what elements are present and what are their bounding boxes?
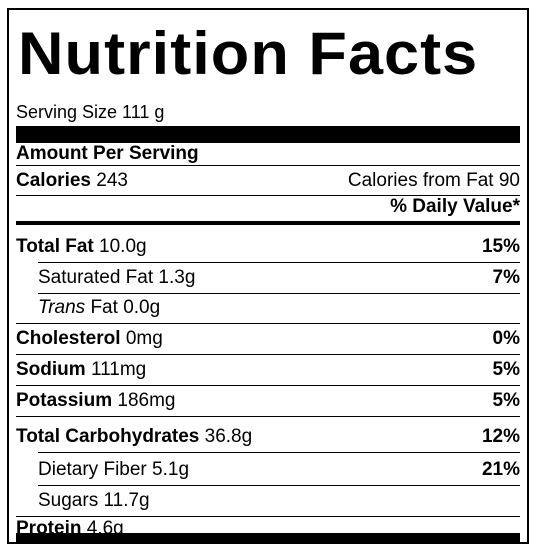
calories-value: 243: [96, 170, 128, 191]
thick-divider-bottom: [16, 533, 520, 542]
thick-divider: [16, 126, 520, 143]
nutrient-amount: 10.0g: [99, 236, 147, 257]
calories-from-fat: Calories from Fat 90: [347, 170, 520, 191]
nutrient-amount: 111mg: [90, 359, 147, 380]
nutrient-name: Sodium: [16, 359, 86, 380]
nutrient-row-sodium: Sodium 111mg 5%: [16, 359, 520, 381]
nutrition-facts-label: Nutrition Facts Serving Size 111 g Amoun…: [7, 8, 529, 544]
daily-value-header: % Daily Value*: [390, 196, 520, 217]
serving-size: Serving Size 111 g: [16, 102, 165, 122]
nutrient-amount: 11.7g: [103, 490, 150, 511]
calories-row: Calories 243 Calories from Fat 90: [16, 170, 520, 192]
nutrient-name: Fat: [90, 297, 118, 318]
nutrient-name: Cholesterol: [16, 328, 121, 349]
nutrient-daily-value: 5%: [492, 390, 520, 411]
divider: [16, 165, 520, 166]
divider: [38, 262, 520, 263]
nutrient-daily-value: 7%: [492, 267, 520, 288]
nutrient-row-potassium: Potassium 186mg 5%: [16, 390, 520, 412]
divider: [16, 195, 520, 196]
nutrient-row-dietary-fiber: Dietary Fiber 5.1g 21%: [16, 459, 520, 481]
divider: [38, 452, 520, 453]
divider: [38, 485, 520, 486]
label-content: Nutrition Facts Serving Size 111 g Amoun…: [16, 10, 520, 542]
divider: [16, 416, 520, 417]
nutrient-row-total-carbohydrates: Total Carbohydrates 36.8g 12%: [16, 426, 520, 448]
nutrient-name-italic: Trans: [38, 297, 86, 318]
label-title: Nutrition Facts: [18, 20, 479, 87]
nutrient-daily-value: 0%: [492, 328, 520, 349]
nutrient-amount: 1.3g: [158, 267, 196, 288]
nutrient-name: Saturated Fat: [38, 267, 154, 288]
nutrient-daily-value: 15%: [481, 236, 520, 257]
nutrient-row-saturated-fat: Saturated Fat 1.3g 7%: [16, 267, 520, 289]
nutrient-name: Dietary Fiber: [38, 459, 147, 480]
nutrient-amount: 0.0g: [123, 297, 161, 318]
nutrient-name: Total Fat: [16, 236, 94, 257]
nutrient-name: Sugars: [38, 490, 99, 511]
divider: [16, 385, 520, 386]
divider: [16, 516, 520, 517]
nutrient-daily-value: 21%: [481, 459, 520, 480]
nutrient-daily-value: 5%: [492, 359, 520, 380]
medium-divider: [16, 221, 520, 225]
nutrient-row-sugars: Sugars 11.7g: [16, 490, 520, 512]
amount-per-serving-row: Amount Per Serving: [16, 144, 520, 164]
nutrient-row-trans-fat: Trans Fat 0.0g: [16, 297, 520, 319]
nutrient-row-total-fat: Total Fat 10.0g 15%: [16, 236, 520, 258]
daily-value-header-row: % Daily Value*: [16, 197, 520, 217]
divider: [16, 323, 520, 324]
nutrient-amount: 0mg: [125, 328, 163, 349]
divider: [38, 293, 520, 294]
divider: [16, 354, 520, 355]
amount-per-serving-label: Amount Per Serving: [16, 143, 199, 164]
nutrient-amount: 36.8g: [204, 426, 253, 447]
nutrient-daily-value: 12%: [481, 426, 520, 447]
nutrient-amount: 5.1g: [152, 459, 190, 480]
nutrient-amount: 186mg: [117, 390, 176, 411]
nutrient-name: Potassium: [16, 390, 113, 411]
calories-label: Calories: [16, 170, 91, 191]
nutrient-name: Total Carbohydrates: [16, 426, 200, 447]
nutrient-row-cholesterol: Cholesterol 0mg 0%: [16, 328, 520, 350]
